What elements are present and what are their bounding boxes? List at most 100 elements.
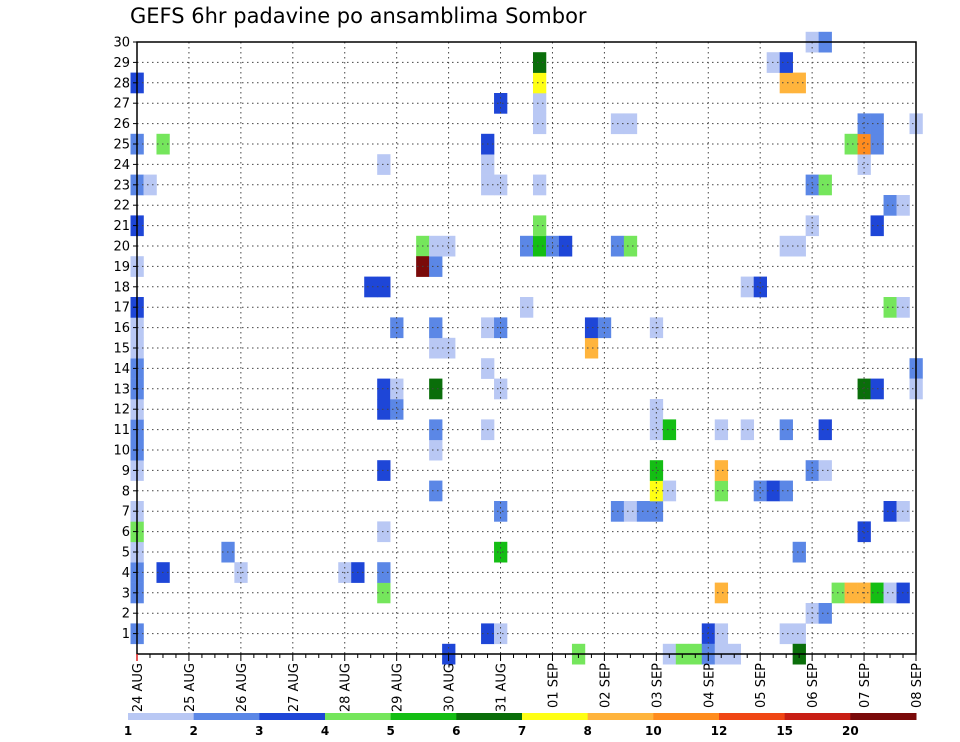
heat-cell: [792, 235, 806, 257]
heat-cell: [714, 582, 729, 604]
y-tick-label: 15: [113, 342, 130, 357]
heat-cell: [520, 297, 534, 318]
heat-cell: [532, 113, 547, 135]
heat-cell: [792, 623, 806, 645]
heat-cell: [779, 419, 793, 441]
heat-cell: [714, 623, 729, 645]
legend-swatch: [390, 713, 457, 720]
x-tick-label: 29 AUG: [391, 663, 406, 712]
heat-cell: [753, 276, 767, 298]
heat-cell: [857, 378, 871, 400]
y-tick-label: 4: [122, 566, 130, 581]
heat-cell: [883, 195, 897, 216]
y-tick-label: 24: [113, 158, 130, 173]
heat-cell: [818, 603, 832, 624]
heat-cell: [390, 378, 404, 400]
x-tick-label: 24 AUG: [131, 663, 146, 712]
heat-cell: [494, 174, 508, 196]
heat-cell: [429, 378, 443, 400]
heat-cell: [584, 337, 599, 359]
legend-label: 10: [645, 724, 662, 738]
legend-label: 8: [583, 724, 591, 738]
heat-cell: [649, 419, 664, 441]
y-tick-label: 12: [113, 403, 130, 418]
y-tick-label: 11: [113, 423, 130, 438]
heat-cell: [649, 501, 664, 522]
heat-cell: [377, 460, 391, 481]
legend-swatch: [193, 713, 260, 720]
heat-cell: [844, 133, 858, 155]
x-tick-label: 31 AUG: [495, 663, 510, 712]
heat-cell: [649, 480, 664, 502]
heat-cell: [779, 52, 793, 73]
heat-cell: [377, 154, 391, 175]
heat-cell: [494, 623, 508, 645]
heat-cell: [442, 235, 456, 257]
heat-cell: [429, 235, 443, 257]
x-tick-label: 28 AUG: [339, 663, 354, 712]
heat-cell: [818, 460, 832, 481]
heat-cell: [143, 174, 157, 196]
x-tick-label: 03 SEP: [650, 663, 665, 708]
x-tick-label: 02 SEP: [598, 663, 613, 708]
heat-cell: [662, 419, 677, 441]
heat-cell: [792, 541, 806, 563]
heat-cell: [377, 399, 391, 420]
y-tick-label: 3: [122, 586, 130, 601]
y-tick-label: 29: [113, 56, 130, 71]
legend-label: 3: [255, 724, 263, 738]
heat-cell: [779, 480, 793, 502]
heat-cell: [714, 419, 729, 441]
legend-label: 1: [124, 724, 132, 738]
heat-cell: [779, 623, 793, 645]
legend-label: 5: [386, 724, 394, 738]
heat-cell: [883, 297, 897, 318]
y-tick-label: 13: [113, 382, 130, 397]
x-tick-label: 06 SEP: [806, 663, 821, 708]
heat-cell: [649, 460, 664, 481]
legend-label: 7: [518, 724, 526, 738]
heat-cell: [883, 582, 897, 604]
heat-cell: [429, 317, 443, 339]
heat-cell: [532, 52, 547, 73]
legend-swatch: [522, 713, 589, 720]
y-tick-label: 17: [113, 301, 130, 316]
heat-cell: [818, 174, 832, 196]
legend-swatch: [259, 713, 326, 720]
legend-label: 15: [776, 724, 793, 738]
x-tick-label: 07 SEP: [858, 663, 873, 708]
heat-cell: [623, 235, 638, 257]
heat-cell: [494, 501, 508, 522]
legend-swatch: [784, 713, 851, 720]
heat-cell: [844, 582, 858, 604]
heat-cell: [779, 235, 793, 257]
chart-title: GEFS 6hr padavine po ansamblima Sombor: [130, 4, 587, 28]
heat-cell: [377, 276, 391, 298]
legend-label: 4: [321, 724, 329, 738]
heat-cell: [429, 256, 443, 277]
legend-swatch: [456, 713, 523, 720]
heat-cell: [623, 501, 638, 522]
heat-cell: [662, 480, 677, 502]
heat-cell: [429, 439, 443, 461]
y-tick-label: 28: [113, 76, 130, 91]
legend-label: 6: [452, 724, 460, 738]
heat-cell: [429, 337, 443, 359]
legend-swatch: [587, 713, 654, 720]
heat-cell: [429, 480, 443, 502]
heat-cell: [857, 113, 871, 135]
y-tick-label: 14: [113, 362, 130, 377]
legend-label: 2: [189, 724, 197, 738]
y-tick-label: 27: [113, 97, 130, 112]
heat-cell: [857, 154, 871, 175]
heat-cell: [857, 521, 871, 543]
heat-cell: [364, 276, 378, 298]
legend-swatch: [128, 713, 195, 720]
y-tick-label: 10: [113, 444, 130, 459]
y-tick-label: 8: [122, 484, 130, 499]
heat-cell: [520, 235, 534, 257]
y-tick-label: 2: [122, 607, 130, 622]
heat-cell: [377, 378, 391, 400]
legend-swatch: [719, 713, 786, 720]
y-tick-label: 20: [113, 240, 130, 255]
